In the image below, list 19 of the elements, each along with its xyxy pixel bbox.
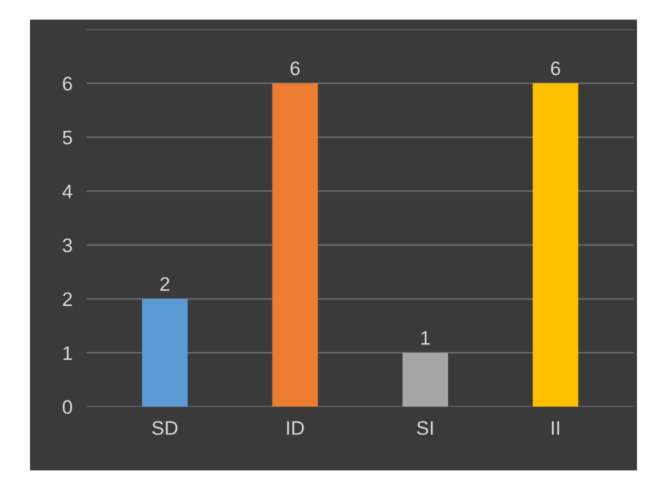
y-tick-label: 2 [62,292,72,306]
y-tick-label: 3 [62,238,72,252]
bar [272,83,318,407]
y-tick-label: 6 [62,76,72,91]
x-tick-label: ID [287,421,304,435]
bar [402,352,448,407]
x-tick-label: SI [416,421,433,435]
data-label: 2 [160,277,170,291]
bar [532,83,578,407]
y-tick-label: 4 [62,184,72,198]
data-label: 1 [421,331,430,345]
x-tick-label: II [552,421,560,435]
data-label: 6 [551,62,560,76]
bar [142,298,188,407]
y-tick-label: 0 [62,400,72,414]
x-tick-label: SD [152,421,178,435]
y-tick-label: 1 [63,346,72,360]
data-label: 6 [290,62,300,76]
y-tick-label: 5 [62,130,72,144]
